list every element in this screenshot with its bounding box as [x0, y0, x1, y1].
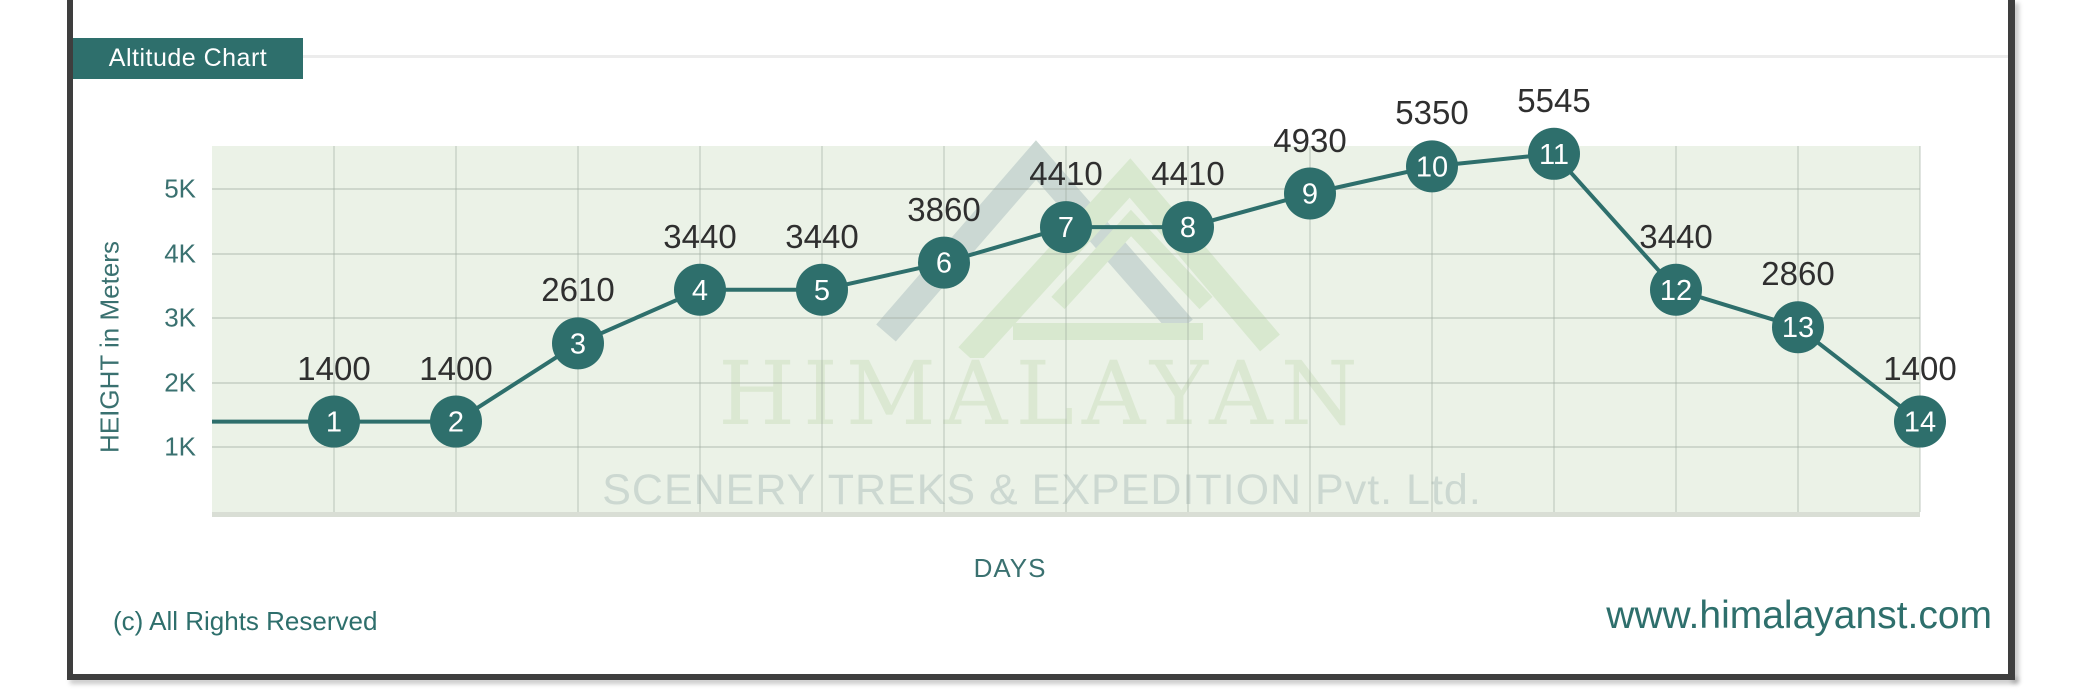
data-point-day-number: 13 — [1782, 312, 1814, 344]
grid-line-vertical — [943, 146, 945, 512]
data-point-value-label: 2860 — [1761, 255, 1835, 293]
data-point-value-label: 5350 — [1395, 94, 1469, 132]
data-point-marker — [1650, 263, 1702, 316]
watermark-company-name: HIMALAYAN — [718, 342, 1366, 445]
grid-line-vertical — [455, 146, 457, 512]
data-point-day-number: 3 — [570, 328, 586, 360]
data-point-marker — [918, 236, 970, 289]
data-point-value-label: 3440 — [663, 217, 737, 255]
data-point-day-number: 12 — [1660, 275, 1692, 307]
window-frame-bottom-border — [67, 674, 2015, 680]
data-point-day-number: 8 — [1180, 212, 1196, 244]
data-point-day-number: 1 — [326, 407, 342, 439]
window-frame-left-border — [67, 0, 73, 680]
grid-line-vertical — [1309, 146, 1311, 512]
grid-line-horizontal — [212, 446, 1920, 449]
data-point-value-label: 3440 — [1639, 217, 1713, 255]
data-point-marker — [308, 395, 360, 448]
header-divider-line — [303, 55, 2008, 58]
data-point-value-label: 5545 — [1517, 81, 1591, 119]
data-point-value-label: 4410 — [1029, 155, 1103, 193]
data-point-day-number: 7 — [1058, 212, 1074, 244]
y-axis-tick-label: 5K — [164, 173, 196, 204]
mountain-peaks-logo-watermark — [876, 140, 1280, 358]
grid-line-vertical — [1553, 146, 1555, 512]
x-axis-label: DAYS — [973, 553, 1047, 583]
data-point-value-label: 1400 — [1883, 349, 1957, 387]
chart-title-label: Altitude Chart — [108, 44, 268, 72]
grid-line-vertical — [1919, 146, 1921, 512]
y-axis-tick-label: 1K — [164, 431, 196, 462]
chart-title-badge: Altitude Chart — [73, 38, 303, 79]
data-point-value-label: 4410 — [1151, 155, 1225, 193]
data-point-marker — [1406, 140, 1458, 193]
copyright-text: (c) All Rights Reserved — [113, 606, 378, 636]
grid-line-vertical — [699, 146, 701, 512]
data-point-value-label: 1400 — [297, 349, 371, 387]
data-point-marker — [1894, 395, 1946, 448]
grid-line-vertical — [1431, 146, 1433, 512]
data-point-marker — [552, 317, 604, 370]
y-axis-tick-label: 3K — [164, 302, 196, 333]
grid-line-horizontal — [212, 188, 1920, 190]
data-point-day-number: 9 — [1302, 179, 1318, 211]
data-point-day-number: 4 — [692, 275, 708, 307]
watermark-company-subtitle: SCENERY TREKS & EXPEDITION Pvt. Ltd. — [602, 466, 1482, 514]
grid-line-vertical — [821, 146, 823, 512]
data-point-day-number: 14 — [1904, 407, 1936, 439]
data-point-marker — [1284, 167, 1336, 220]
grid-line-vertical — [1065, 146, 1067, 512]
data-point-value-label: 2610 — [541, 271, 615, 309]
window-frame-right-border — [2008, 0, 2015, 680]
grid-line-vertical — [1187, 146, 1189, 512]
grid-line-horizontal — [212, 317, 1920, 320]
data-point-value-label: 3860 — [907, 190, 981, 228]
grid-line-vertical — [1675, 146, 1677, 512]
data-point-day-number: 11 — [1539, 139, 1569, 171]
data-point-marker — [430, 395, 482, 448]
data-point-marker — [1772, 301, 1824, 354]
data-point-value-label: 1400 — [419, 349, 493, 387]
website-link[interactable]: www.himalayanst.com — [1606, 594, 1992, 637]
data-point-day-number: 5 — [814, 275, 830, 307]
y-axis-tick-label: 4K — [164, 238, 196, 269]
data-point-marker — [1528, 127, 1580, 180]
grid-line-horizontal — [212, 252, 1920, 255]
data-point-marker — [1040, 201, 1092, 254]
data-point-value-label: 4930 — [1273, 121, 1347, 159]
data-point-marker — [1162, 201, 1214, 254]
y-axis-tick-label: 2K — [164, 367, 196, 398]
data-point-value-label: 3440 — [785, 217, 859, 255]
data-point-day-number: 6 — [936, 248, 952, 280]
data-point-day-number: 2 — [448, 407, 464, 439]
data-point-marker — [674, 263, 726, 316]
grid-line-vertical — [333, 146, 335, 512]
data-point-marker — [796, 263, 848, 316]
data-point-day-number: 10 — [1416, 151, 1448, 183]
grid-line-horizontal — [212, 381, 1920, 384]
